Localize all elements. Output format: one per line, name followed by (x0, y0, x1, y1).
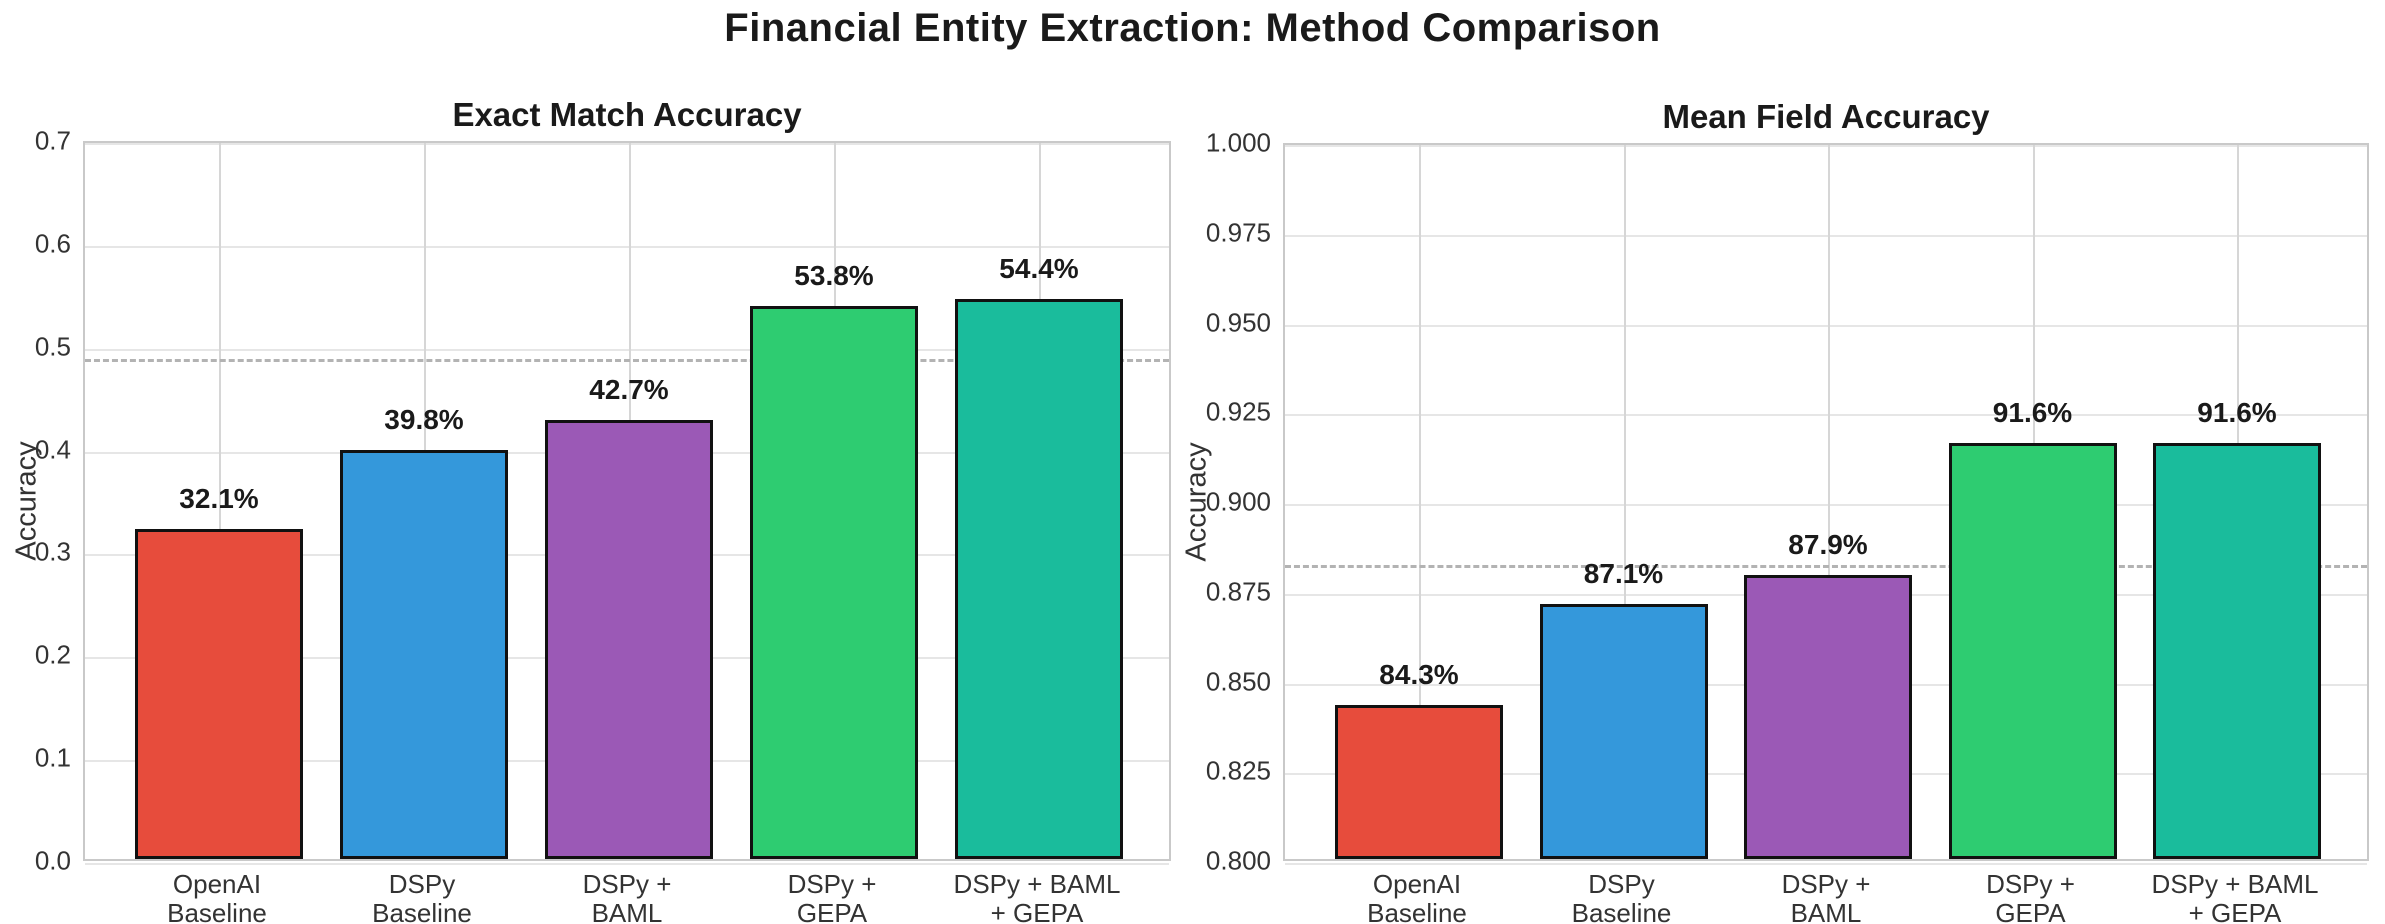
y-tick-label: 0.4 (34, 434, 71, 465)
gridline-horizontal (1285, 504, 2367, 506)
bar-value-label: 87.9% (1788, 529, 1868, 561)
gridline-horizontal (1285, 414, 2367, 417)
x-tick-label: OpenAI Baseline (167, 869, 267, 924)
x-tick-label: DSPy + BAML (1781, 869, 1871, 924)
bar-value-label: 32.1% (179, 482, 259, 514)
subplot-title: Exact Match Accuracy (452, 96, 802, 133)
x-tick-label: DSPy + BAML + GEPA (953, 869, 1121, 924)
gridline-vertical (219, 143, 221, 859)
y-tick-label: 0.3 (34, 536, 71, 567)
gridline-horizontal (85, 863, 1169, 865)
y-tick-label: 0.5 (34, 331, 71, 362)
gridline-vertical (1623, 145, 1626, 859)
bar (1335, 704, 1503, 859)
x-tick-label: DSPy + GEPA (1986, 869, 2075, 924)
x-tick-label: DSPy + BAML (582, 869, 672, 924)
y-tick-label: 0.7 (34, 125, 71, 156)
y-tick-label: 0.900 (1205, 486, 1271, 517)
bar (1948, 442, 2117, 859)
figure-title: Financial Entity Extraction: Method Comp… (724, 6, 1661, 50)
bar (2153, 442, 2321, 859)
axes-plot-area: 32.1% 39.8% 42.7% 53.8% 54.4% (83, 141, 1171, 865)
bar (1744, 575, 1912, 859)
y-tick-label: 1.000 (1205, 127, 1271, 158)
reference-line (1285, 565, 2367, 569)
y-tick-label: 0.0 (34, 845, 71, 876)
y-tick-label: 0.800 (1205, 845, 1271, 876)
bar-value-label: 42.7% (589, 373, 669, 405)
gridline-vertical (1828, 145, 1830, 859)
y-tick-label: 0.1 (34, 742, 71, 773)
gridline-vertical (1419, 145, 1421, 859)
y-tick-label: 0.2 (34, 639, 71, 670)
gridline-horizontal (85, 348, 1169, 351)
x-tick-label: DSPy Baseline (1571, 869, 1672, 924)
axes-plot-area: 84.3% 87.1% 87.9% 91.6% 91.6% (1283, 143, 2369, 865)
bar-value-label: 39.8% (384, 403, 464, 435)
bar-value-label: 91.6% (2197, 396, 2277, 428)
bar (545, 419, 713, 859)
x-tick-label: DSPy + BAML + GEPA (2151, 869, 2319, 924)
gridline-horizontal (85, 245, 1169, 248)
bar (1539, 604, 1708, 859)
y-tick-label: 0.950 (1205, 307, 1271, 337)
gridline-horizontal (1285, 324, 2367, 327)
subplot-title: Mean Field Accuracy (1662, 98, 1990, 135)
bar (135, 528, 303, 859)
y-tick-label: 0.825 (1205, 755, 1271, 786)
y-tick-label: 0.850 (1205, 666, 1271, 696)
x-tick-label: DSPy Baseline (372, 869, 472, 924)
y-tick-label: 0.875 (1205, 576, 1271, 607)
x-tick-label: DSPy + GEPA (787, 869, 877, 924)
bar-value-label: 53.8% (794, 259, 874, 291)
bar-value-label: 84.3% (1379, 658, 1459, 690)
gridline-horizontal (1285, 863, 2367, 865)
gridline-horizontal (1285, 234, 2367, 237)
bar (340, 449, 508, 859)
gridline-horizontal (1285, 145, 2367, 147)
bar-value-label: 91.6% (1992, 396, 2073, 428)
bar (750, 305, 918, 859)
y-tick-label: 0.6 (34, 228, 71, 259)
x-tick-label: OpenAI Baseline (1367, 869, 1467, 924)
bar-value-label: 87.1% (1583, 558, 1664, 590)
reference-line (85, 359, 1169, 362)
y-tick-label: 0.975 (1205, 217, 1271, 248)
bar (955, 299, 1123, 859)
y-tick-label: 0.925 (1205, 396, 1271, 427)
gridline-horizontal (85, 143, 1169, 145)
bar-value-label: 54.4% (999, 253, 1079, 285)
